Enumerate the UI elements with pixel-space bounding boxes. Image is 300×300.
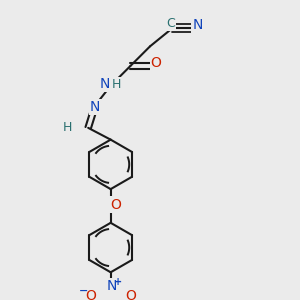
- Text: O: O: [151, 56, 162, 70]
- Text: −: −: [78, 286, 88, 296]
- Text: N: N: [193, 18, 203, 32]
- Text: +: +: [115, 277, 123, 286]
- Text: O: O: [125, 289, 136, 300]
- Text: O: O: [85, 289, 96, 300]
- Text: N: N: [90, 100, 101, 114]
- Text: O: O: [110, 198, 121, 212]
- Text: N: N: [107, 279, 117, 293]
- Text: H: H: [112, 78, 122, 91]
- Text: C: C: [166, 17, 175, 30]
- Text: H: H: [62, 121, 72, 134]
- Text: N: N: [99, 77, 110, 91]
